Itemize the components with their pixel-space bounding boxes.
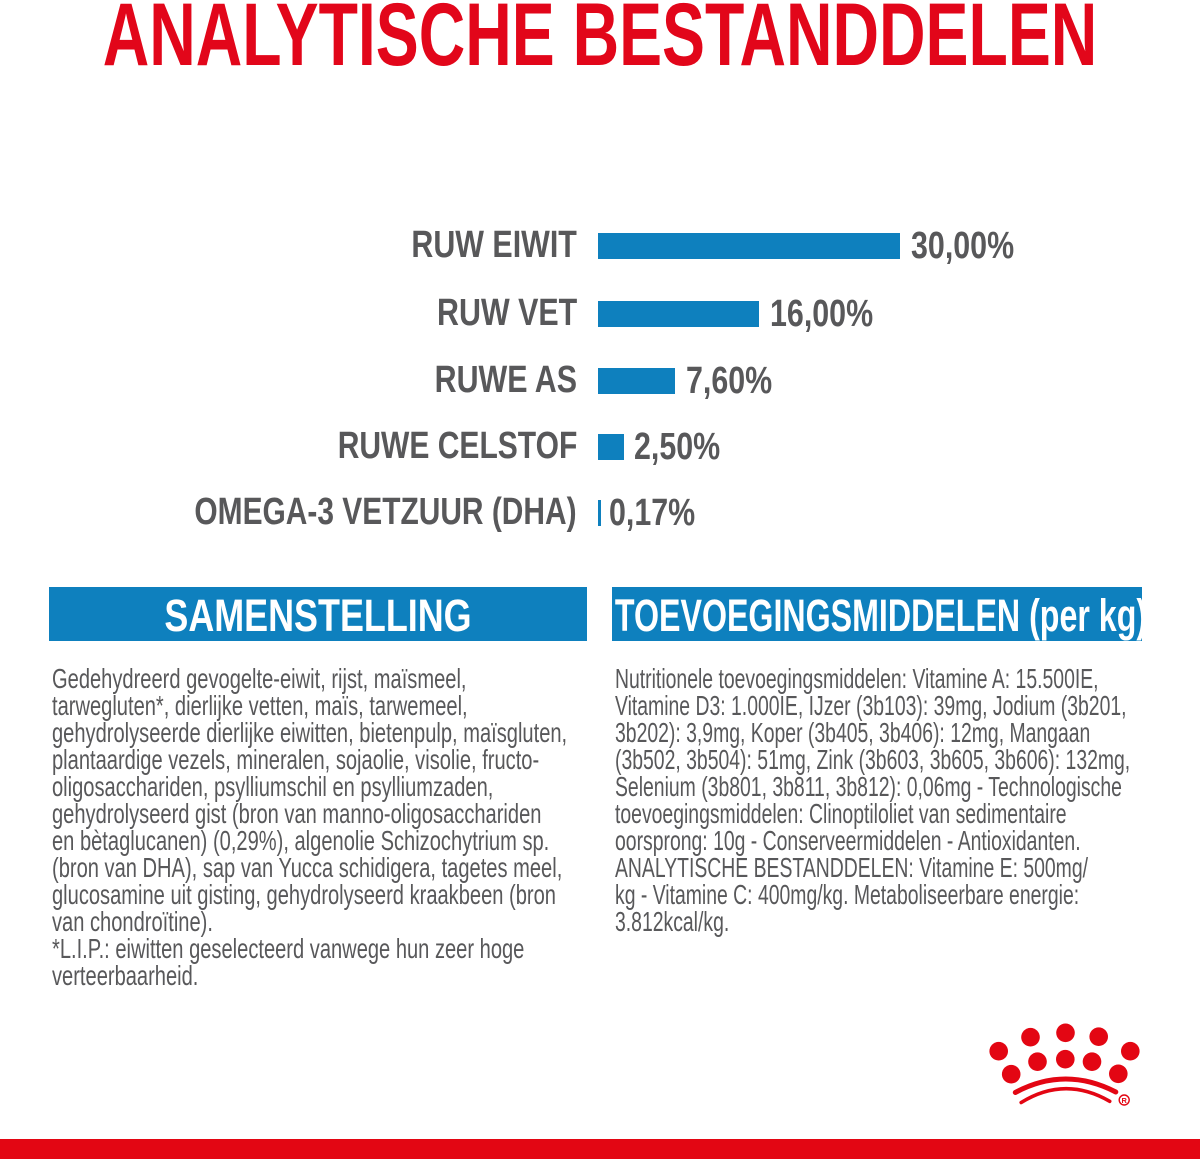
- svg-text:R: R: [1122, 1096, 1128, 1105]
